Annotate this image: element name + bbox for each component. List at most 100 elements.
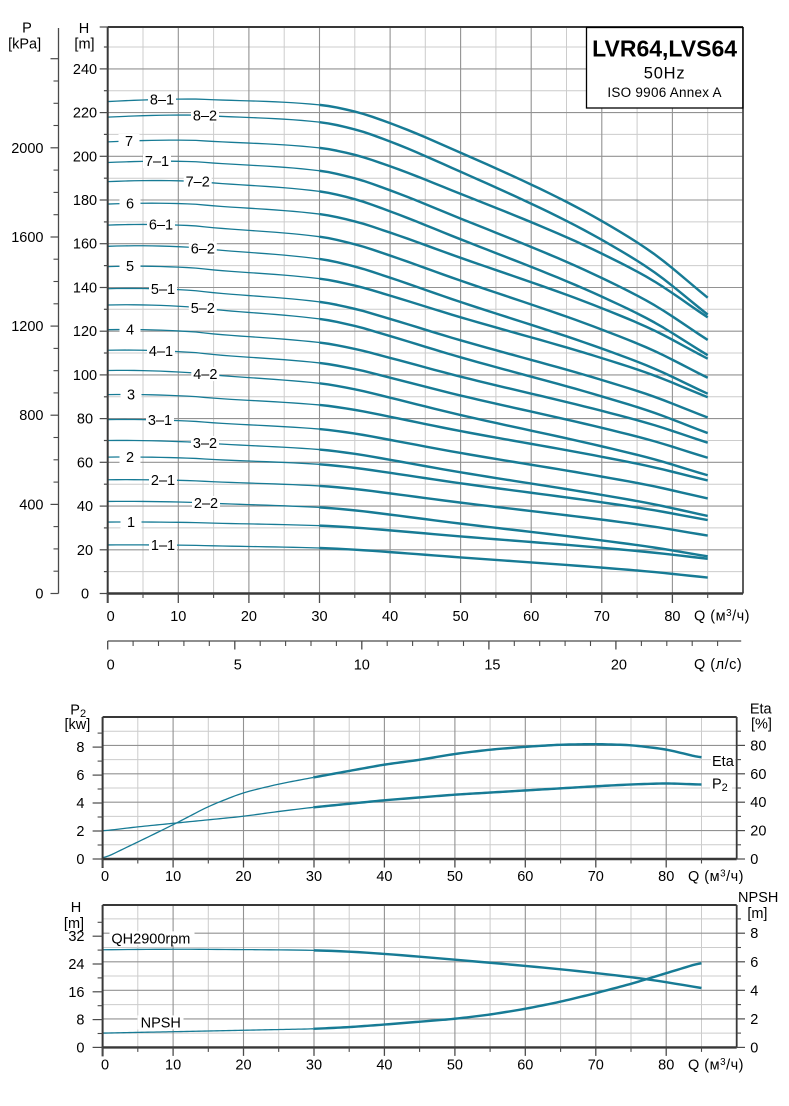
svg-text:H: H [71,900,81,916]
svg-text:80: 80 [77,412,93,428]
svg-text:4–1: 4–1 [149,344,173,360]
svg-text:60: 60 [77,455,93,471]
svg-text:0: 0 [35,587,43,603]
svg-text:3: 3 [127,388,135,404]
svg-text:10: 10 [165,1058,181,1074]
svg-text:6–2: 6–2 [191,241,215,257]
svg-text:2: 2 [126,450,134,466]
svg-text:60: 60 [523,609,539,625]
svg-text:100: 100 [73,368,97,384]
svg-text:1–1: 1–1 [151,538,175,554]
svg-text:16: 16 [68,985,84,1001]
svg-text:24: 24 [68,957,84,973]
svg-text:0: 0 [750,852,758,868]
svg-text:Eta: Eta [750,701,773,717]
svg-text:5: 5 [234,658,242,674]
svg-text:80: 80 [658,1058,674,1074]
svg-text:6–1: 6–1 [149,218,173,234]
svg-text:70: 70 [594,609,610,625]
svg-text:180: 180 [73,193,97,209]
svg-text:80: 80 [750,738,766,754]
svg-text:32: 32 [68,929,84,945]
svg-text:20: 20 [611,658,627,674]
svg-text:160: 160 [73,237,97,253]
svg-text:[m]: [m] [74,36,94,52]
svg-text:0: 0 [750,1040,758,1056]
svg-text:ISO 9906 Annex A: ISO 9906 Annex A [607,85,721,100]
svg-text:20: 20 [235,1058,251,1074]
svg-text:P: P [22,21,32,37]
svg-text:40: 40 [750,795,766,811]
svg-text:60: 60 [517,1058,533,1074]
svg-text:0: 0 [76,1040,84,1056]
svg-text:[kw]: [kw] [65,717,91,733]
svg-text:6: 6 [76,768,84,784]
svg-text:15: 15 [484,658,500,674]
svg-text:0: 0 [81,587,89,603]
svg-text:Q (м3/ч): Q (м3/ч) [688,869,744,886]
svg-text:[%]: [%] [751,716,772,732]
svg-text:NPSH: NPSH [738,890,778,906]
svg-text:30: 30 [311,609,327,625]
svg-text:20: 20 [77,543,93,559]
svg-text:[kPa]: [kPa] [8,36,41,52]
svg-text:7–2: 7–2 [186,175,210,191]
svg-text:Eta: Eta [712,754,735,770]
svg-text:8: 8 [76,740,84,756]
svg-text:80: 80 [658,869,674,885]
svg-text:10: 10 [165,869,181,885]
svg-text:70: 70 [588,1058,604,1074]
svg-text:1200: 1200 [11,319,43,335]
svg-text:6: 6 [750,955,758,971]
svg-text:50: 50 [447,869,463,885]
svg-text:H: H [79,21,89,37]
svg-text:8: 8 [76,1013,84,1029]
svg-text:0: 0 [101,869,109,885]
svg-text:4: 4 [750,983,758,999]
svg-text:5–2: 5–2 [191,301,215,317]
svg-text:1600: 1600 [11,230,43,246]
svg-text:7–1: 7–1 [145,154,169,170]
svg-text:0: 0 [107,658,115,674]
svg-text:0: 0 [76,852,84,868]
svg-text:Q (л/с): Q (л/с) [694,657,742,673]
svg-text:200: 200 [73,149,97,165]
svg-text:10: 10 [354,658,370,674]
svg-text:4–2: 4–2 [193,367,217,383]
svg-text:QH2900rpm: QH2900rpm [111,931,190,947]
svg-text:2–1: 2–1 [151,473,175,489]
svg-text:LVR64,LVS64: LVR64,LVS64 [592,36,737,62]
svg-text:7: 7 [125,134,133,150]
svg-text:8–1: 8–1 [150,92,174,108]
svg-text:8: 8 [750,926,758,942]
svg-text:10: 10 [170,609,186,625]
svg-text:5–1: 5–1 [151,282,175,298]
svg-text:NPSH: NPSH [141,1015,181,1031]
svg-text:2–2: 2–2 [194,496,218,512]
svg-text:[m]: [m] [747,906,767,922]
svg-text:30: 30 [306,869,322,885]
svg-text:40: 40 [376,1058,392,1074]
svg-text:0: 0 [101,1058,109,1074]
svg-text:20: 20 [235,869,251,885]
svg-text:220: 220 [73,106,97,122]
svg-text:2: 2 [750,1012,758,1028]
svg-text:400: 400 [19,497,43,513]
svg-text:50: 50 [453,609,469,625]
svg-text:20: 20 [750,824,766,840]
svg-text:5: 5 [126,259,134,275]
svg-text:2000: 2000 [11,141,43,157]
svg-text:2: 2 [76,824,84,840]
svg-text:0: 0 [107,609,115,625]
svg-text:[m]: [m] [64,916,84,932]
svg-text:3–1: 3–1 [148,413,172,429]
svg-text:50Hz: 50Hz [644,65,686,83]
svg-text:240: 240 [73,62,97,78]
svg-text:800: 800 [19,408,43,424]
svg-text:60: 60 [750,767,766,783]
svg-text:6: 6 [126,196,134,212]
svg-text:20: 20 [241,609,257,625]
svg-text:4: 4 [126,323,134,339]
svg-text:40: 40 [376,869,392,885]
svg-text:Q (м3/ч): Q (м3/ч) [688,1057,744,1074]
